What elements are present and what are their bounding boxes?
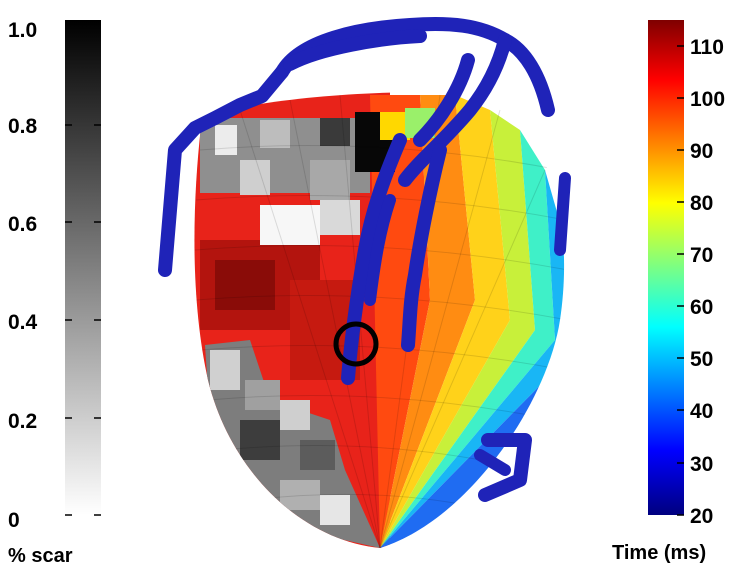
time-tick-label: 110	[690, 36, 724, 59]
scar-tick-label: 0.4	[8, 311, 38, 334]
time-tick-label: 20	[690, 505, 713, 528]
time-tick-label: 80	[690, 192, 713, 215]
time-tick-label: 30	[690, 453, 713, 476]
time-colorbar: 110 100 90 80 70 60 50 40 30 20 Time (ms…	[612, 20, 725, 564]
time-tick-marks	[677, 45, 684, 516]
time-tick-label: 90	[690, 140, 713, 163]
scar-tick-marks	[65, 124, 101, 516]
scar-tick-label: 1.0	[8, 19, 37, 42]
time-colorbar-label: Time (ms)	[612, 542, 706, 564]
time-tick-label: 40	[690, 400, 713, 423]
scar-colorbar-label: % scar	[8, 545, 73, 567]
ventricle-mesh-icon	[194, 92, 565, 548]
scar-tick-label: 0.6	[8, 213, 37, 236]
time-colorbar-gradient	[648, 20, 684, 515]
time-tick-label: 100	[690, 88, 725, 111]
scar-colorbar-gradient	[65, 20, 101, 515]
time-tick-label: 60	[690, 296, 713, 319]
scar-tick-label: 0	[8, 509, 20, 532]
scar-tick-label: 0.8	[8, 115, 38, 138]
time-tick-label: 50	[690, 348, 713, 371]
circle-target-icon	[333, 321, 379, 367]
catheter-trajectory	[158, 16, 571, 502]
scar-colorbar: 1.0 0.8 0.6 0.4 0.2 0 % scar	[8, 19, 101, 567]
scar-tick-label: 0.2	[8, 410, 37, 433]
time-tick-label: 70	[690, 244, 713, 267]
